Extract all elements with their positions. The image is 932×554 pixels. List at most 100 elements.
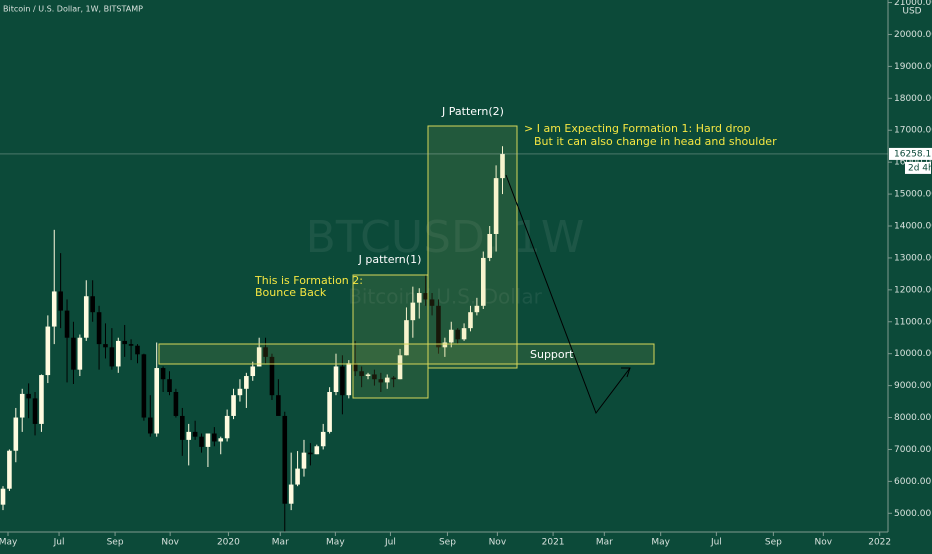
candle-body: [83, 296, 89, 338]
countdown-label: 2d 4h: [908, 163, 932, 173]
candle-body: [231, 395, 236, 416]
candle-body: [141, 354, 147, 418]
candle-body: [180, 415, 185, 440]
candle-body: [269, 356, 275, 396]
y-tick-label: 17000.00: [894, 126, 932, 136]
candle-body: [346, 363, 352, 396]
x-tick-label: Nov: [489, 538, 507, 548]
drawings: J Pattern(2) J pattern(1) This is Format…: [158, 105, 777, 415]
x-tick-label: Jul: [384, 538, 396, 548]
x-tick-label: 2021: [542, 538, 565, 548]
annotation: This is Formation 2:: [254, 274, 363, 287]
candle-body: [493, 178, 499, 234]
candle-body: [384, 377, 390, 383]
candle-body: [205, 433, 211, 447]
annotation: > I am Expecting Formation 1: Hard drop: [524, 122, 751, 135]
candle-body: [167, 379, 172, 392]
candle-body: [480, 257, 486, 306]
y-tick-label: 20000.00: [894, 30, 932, 40]
candle-body: [442, 342, 448, 348]
candle-body: [212, 433, 217, 442]
candle-body: [147, 417, 153, 434]
last-price-box: [889, 147, 932, 160]
candle-body: [115, 340, 121, 367]
candle-body: [416, 293, 422, 303]
candle-body: [461, 328, 467, 340]
candle-body: [256, 347, 262, 367]
candle-body: [192, 431, 198, 437]
y-tick-label: 5000.00: [894, 509, 931, 519]
annotation: J Pattern(2): [441, 105, 504, 118]
y-tick-label: 10000.00: [894, 349, 932, 359]
candle-body: [237, 388, 243, 396]
candle-body: [32, 398, 38, 424]
candle-body: [64, 310, 70, 338]
candle-body: [58, 291, 63, 311]
candle-body: [327, 391, 332, 432]
candle-body: [448, 329, 454, 343]
candle-body: [103, 344, 108, 348]
x-tick-label: Jul: [53, 538, 65, 548]
chart-title: Bitcoin / U.S. Dollar, 1W, BITSTAMP: [3, 5, 143, 14]
annotation: Bounce Back: [255, 286, 327, 299]
y-tick-label: 21000.00: [894, 0, 932, 8]
y-tick-label: 13000.00: [894, 253, 932, 263]
y-tick-label: 15000.00: [894, 190, 932, 200]
x-tick-label: May: [651, 538, 670, 548]
candle-body: [429, 299, 435, 306]
candle-body: [436, 305, 441, 348]
support-box: [158, 343, 655, 365]
x-tick-label: Mar: [596, 538, 613, 548]
candle-body: [109, 347, 115, 367]
candle-body: [404, 320, 409, 356]
candle-body: [308, 452, 313, 455]
candle-body: [487, 233, 492, 258]
y-tick-label: 18000.00: [894, 94, 932, 104]
annotation: J pattern(1): [358, 253, 422, 266]
candle-body: [276, 395, 281, 416]
y-tick-label: 9000.00: [894, 381, 931, 391]
candle-body: [19, 393, 25, 418]
candle-body: [154, 368, 159, 434]
y-tick-label: 14000.00: [894, 222, 932, 232]
candle-body: [26, 393, 31, 399]
candle-body: [410, 302, 416, 321]
y-unit: USD: [902, 7, 921, 17]
candle-body: [135, 345, 140, 355]
candle-body: [45, 326, 51, 376]
x-tick-label: Mar: [272, 538, 289, 548]
countdown-box: [905, 161, 931, 174]
candles: [0, 146, 505, 532]
candle-body: [186, 431, 192, 440]
projection-arrow: [505, 174, 631, 415]
x-tick-label: Sep: [439, 538, 456, 548]
j-pattern-1-box: [352, 274, 429, 399]
candle-body: [71, 337, 76, 370]
x-tick-label: May: [0, 538, 18, 548]
candle-body: [320, 431, 326, 447]
candle-body: [173, 391, 179, 416]
watermark-subtitle: Bitcoin / U.S. Dollar: [348, 285, 542, 309]
annotation: But it can also change in head and shoul…: [534, 135, 777, 148]
candle-body: [378, 379, 384, 383]
candle-body: [39, 375, 44, 424]
candle-body: [128, 344, 134, 346]
candle-body: [474, 305, 480, 313]
y-tick-label: 11000.00: [894, 317, 932, 327]
candle-body: [468, 312, 473, 329]
candle-body: [51, 291, 57, 327]
candle-body: [96, 312, 102, 345]
x-tick-label: May: [326, 538, 345, 548]
candle-body: [7, 450, 12, 489]
candle-body: [282, 415, 288, 504]
y-tick-label: 8000.00: [894, 413, 931, 423]
candle-body: [359, 371, 364, 377]
candle-body: [90, 296, 95, 313]
x-tick-label: Nov: [815, 538, 833, 548]
candle-body: [288, 484, 294, 504]
x-tick-label: 2020: [217, 538, 240, 548]
candle-body: [263, 347, 268, 357]
y-tick-label: 19000.00: [894, 62, 932, 72]
y-tick-label: 6000.00: [894, 477, 931, 487]
